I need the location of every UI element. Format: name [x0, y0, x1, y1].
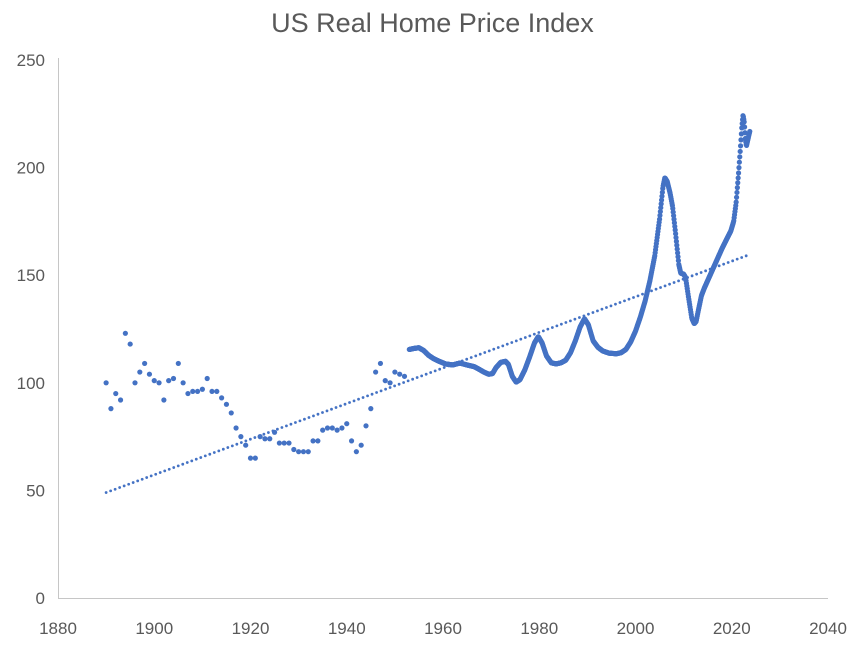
x-tick-label: 2040 — [809, 619, 847, 638]
x-tick-label: 1920 — [232, 619, 270, 638]
x-tick-label: 1940 — [328, 619, 366, 638]
y-tick-label: 50 — [26, 481, 45, 500]
x-tick-label: 1960 — [424, 619, 462, 638]
y-tick-label: 200 — [17, 159, 45, 178]
chart-title: US Real Home Price Index — [271, 8, 594, 38]
x-tick-label: 1900 — [135, 619, 173, 638]
x-tick-label: 2000 — [617, 619, 655, 638]
annual-points-series — [103, 330, 408, 461]
y-tick-label: 0 — [36, 589, 45, 608]
y-tick-label: 250 — [17, 51, 45, 70]
y-tick-label: 100 — [17, 374, 45, 393]
trendline-series — [104, 254, 748, 494]
x-tick-label: 2020 — [713, 619, 751, 638]
x-tick-labels: 1880 1900 1920 1940 1960 1980 2000 2020 2040 — [39, 619, 847, 638]
monthly-points-series — [406, 113, 753, 385]
x-tick-label: 1880 — [39, 619, 77, 638]
x-tick-label: 1980 — [520, 619, 558, 638]
y-tick-label: 150 — [17, 266, 45, 285]
y-tick-labels: 0 50 100 150 200 250 — [17, 51, 45, 608]
